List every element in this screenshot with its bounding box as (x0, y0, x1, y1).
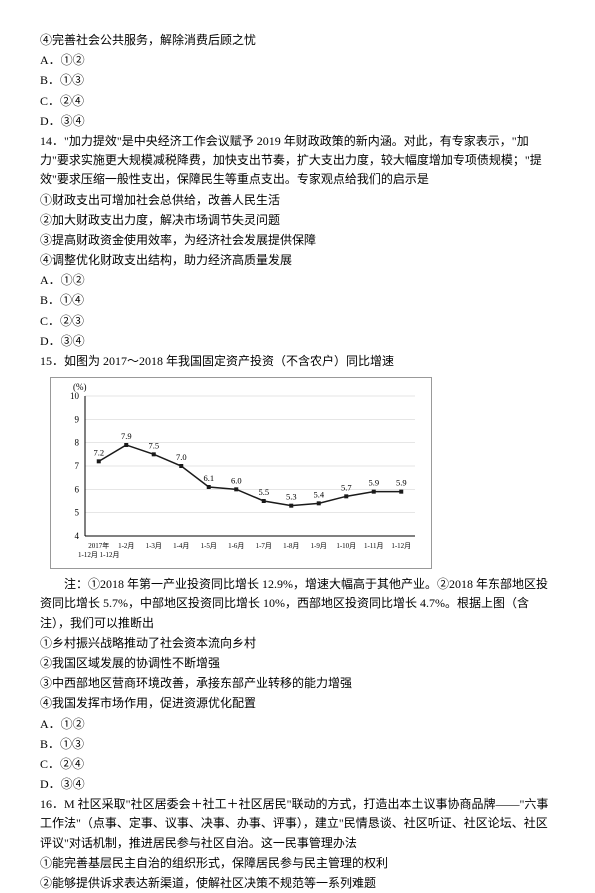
text-line: B．①④ (40, 291, 555, 310)
text-line: ①财政支出可增加社会总供给，改善人民生活 (40, 191, 555, 210)
text-line: ②加大财政支出力度，解决市场调节失灵问题 (40, 211, 555, 230)
svg-text:6: 6 (75, 485, 80, 495)
svg-text:6.1: 6.1 (203, 473, 214, 483)
svg-text:1-2月: 1-2月 (118, 542, 134, 550)
svg-text:8: 8 (75, 438, 80, 448)
svg-text:1-10月: 1-10月 (336, 542, 356, 550)
svg-text:2017年: 2017年 (88, 541, 109, 550)
text-line: 14．"加力提效"是中央经济工作会议赋予 2019 年财政政策的新内涵。对此，有… (40, 132, 555, 190)
svg-text:4: 4 (75, 531, 80, 541)
text-line: B．①③ (40, 735, 555, 754)
text-line: ③中西部地区营商环境改善，承接东部产业转移的能力增强 (40, 674, 555, 693)
svg-text:5.4: 5.4 (313, 490, 324, 500)
svg-text:5.3: 5.3 (286, 492, 297, 502)
svg-text:1-4月: 1-4月 (173, 542, 189, 550)
text-line: C．②④ (40, 755, 555, 774)
text-line: D．③④ (40, 112, 555, 131)
svg-text:1-3月: 1-3月 (146, 542, 162, 550)
text-line: 15．如图为 2017～2018 年我国固定资产投资（不含农户）同比增速 (40, 352, 555, 371)
text-line: ①能完善基层民主自治的组织形式，保障居民参与民主管理的权利 (40, 854, 555, 873)
svg-text:5.9: 5.9 (368, 478, 379, 488)
post-chart-text: 注：①2018 年第一产业投资同比增长 12.9%，增速大幅高于其他产业。②20… (40, 575, 555, 893)
svg-text:7.2: 7.2 (93, 448, 104, 458)
text-line: ④调整优化财政支出结构，助力经济高质量发展 (40, 251, 555, 270)
svg-text:7.5: 7.5 (148, 441, 159, 451)
text-line: ①乡村振兴战略推动了社会资本流向乡村 (40, 634, 555, 653)
pre-chart-text: ④完善社会公共服务，解除消费后顾之忧A．①②B．①③C．②④D．③④14．"加力… (40, 31, 555, 371)
svg-text:(%): (%) (73, 382, 87, 392)
text-line: 16．M 社区采取"社区居委会＋社工＋社区居民"联动的方式，打造出本土议事协商品… (40, 795, 555, 853)
svg-text:7: 7 (75, 461, 80, 471)
fixed-asset-investment-chart: 4 5 6 7 8 9 10(%) 7.2 7.9 7.5 7.0 6.1 6.0 5.5 5.3 5.4 5.… (50, 377, 432, 569)
text-line: ③提高财政资金使用效率，为经济社会发展提供保障 (40, 231, 555, 250)
svg-text:5: 5 (75, 508, 80, 518)
svg-text:9: 9 (75, 415, 80, 425)
svg-text:5.5: 5.5 (258, 487, 269, 497)
svg-text:1-9月: 1-9月 (311, 542, 327, 550)
text-line: 注：①2018 年第一产业投资同比增长 12.9%，增速大幅高于其他产业。②20… (40, 575, 555, 633)
svg-text:1-11月: 1-11月 (364, 542, 384, 550)
svg-text:1-12月 1-12月: 1-12月 1-12月 (78, 551, 119, 559)
text-line: C．②④ (40, 92, 555, 111)
svg-text:6.0: 6.0 (231, 476, 242, 486)
svg-text:10: 10 (70, 391, 80, 401)
text-line: ④我国发挥市场作用，促进资源优化配置 (40, 694, 555, 713)
svg-text:1-8月: 1-8月 (283, 542, 299, 550)
svg-text:1-12月: 1-12月 (391, 542, 411, 550)
svg-text:5.7: 5.7 (341, 483, 352, 493)
text-line: A．①② (40, 51, 555, 70)
text-line: ②能够提供诉求表达新渠道，使解社区决策不规范等一系列难题 (40, 874, 555, 893)
text-line: B．①③ (40, 71, 555, 90)
text-line: A．①② (40, 715, 555, 734)
text-line: D．③④ (40, 775, 555, 794)
text-line: ②我国区域发展的协调性不断增强 (40, 654, 555, 673)
text-line: D．③④ (40, 332, 555, 351)
text-line: ④完善社会公共服务，解除消费后顾之忧 (40, 31, 555, 50)
svg-text:7.0: 7.0 (176, 452, 187, 462)
svg-text:1-7月: 1-7月 (256, 542, 272, 550)
svg-text:7.9: 7.9 (121, 431, 132, 441)
text-line: A．①② (40, 271, 555, 290)
text-line: C．②③ (40, 312, 555, 331)
svg-text:1-6月: 1-6月 (228, 542, 244, 550)
svg-text:1-5月: 1-5月 (201, 542, 217, 550)
svg-text:5.9: 5.9 (396, 478, 407, 488)
